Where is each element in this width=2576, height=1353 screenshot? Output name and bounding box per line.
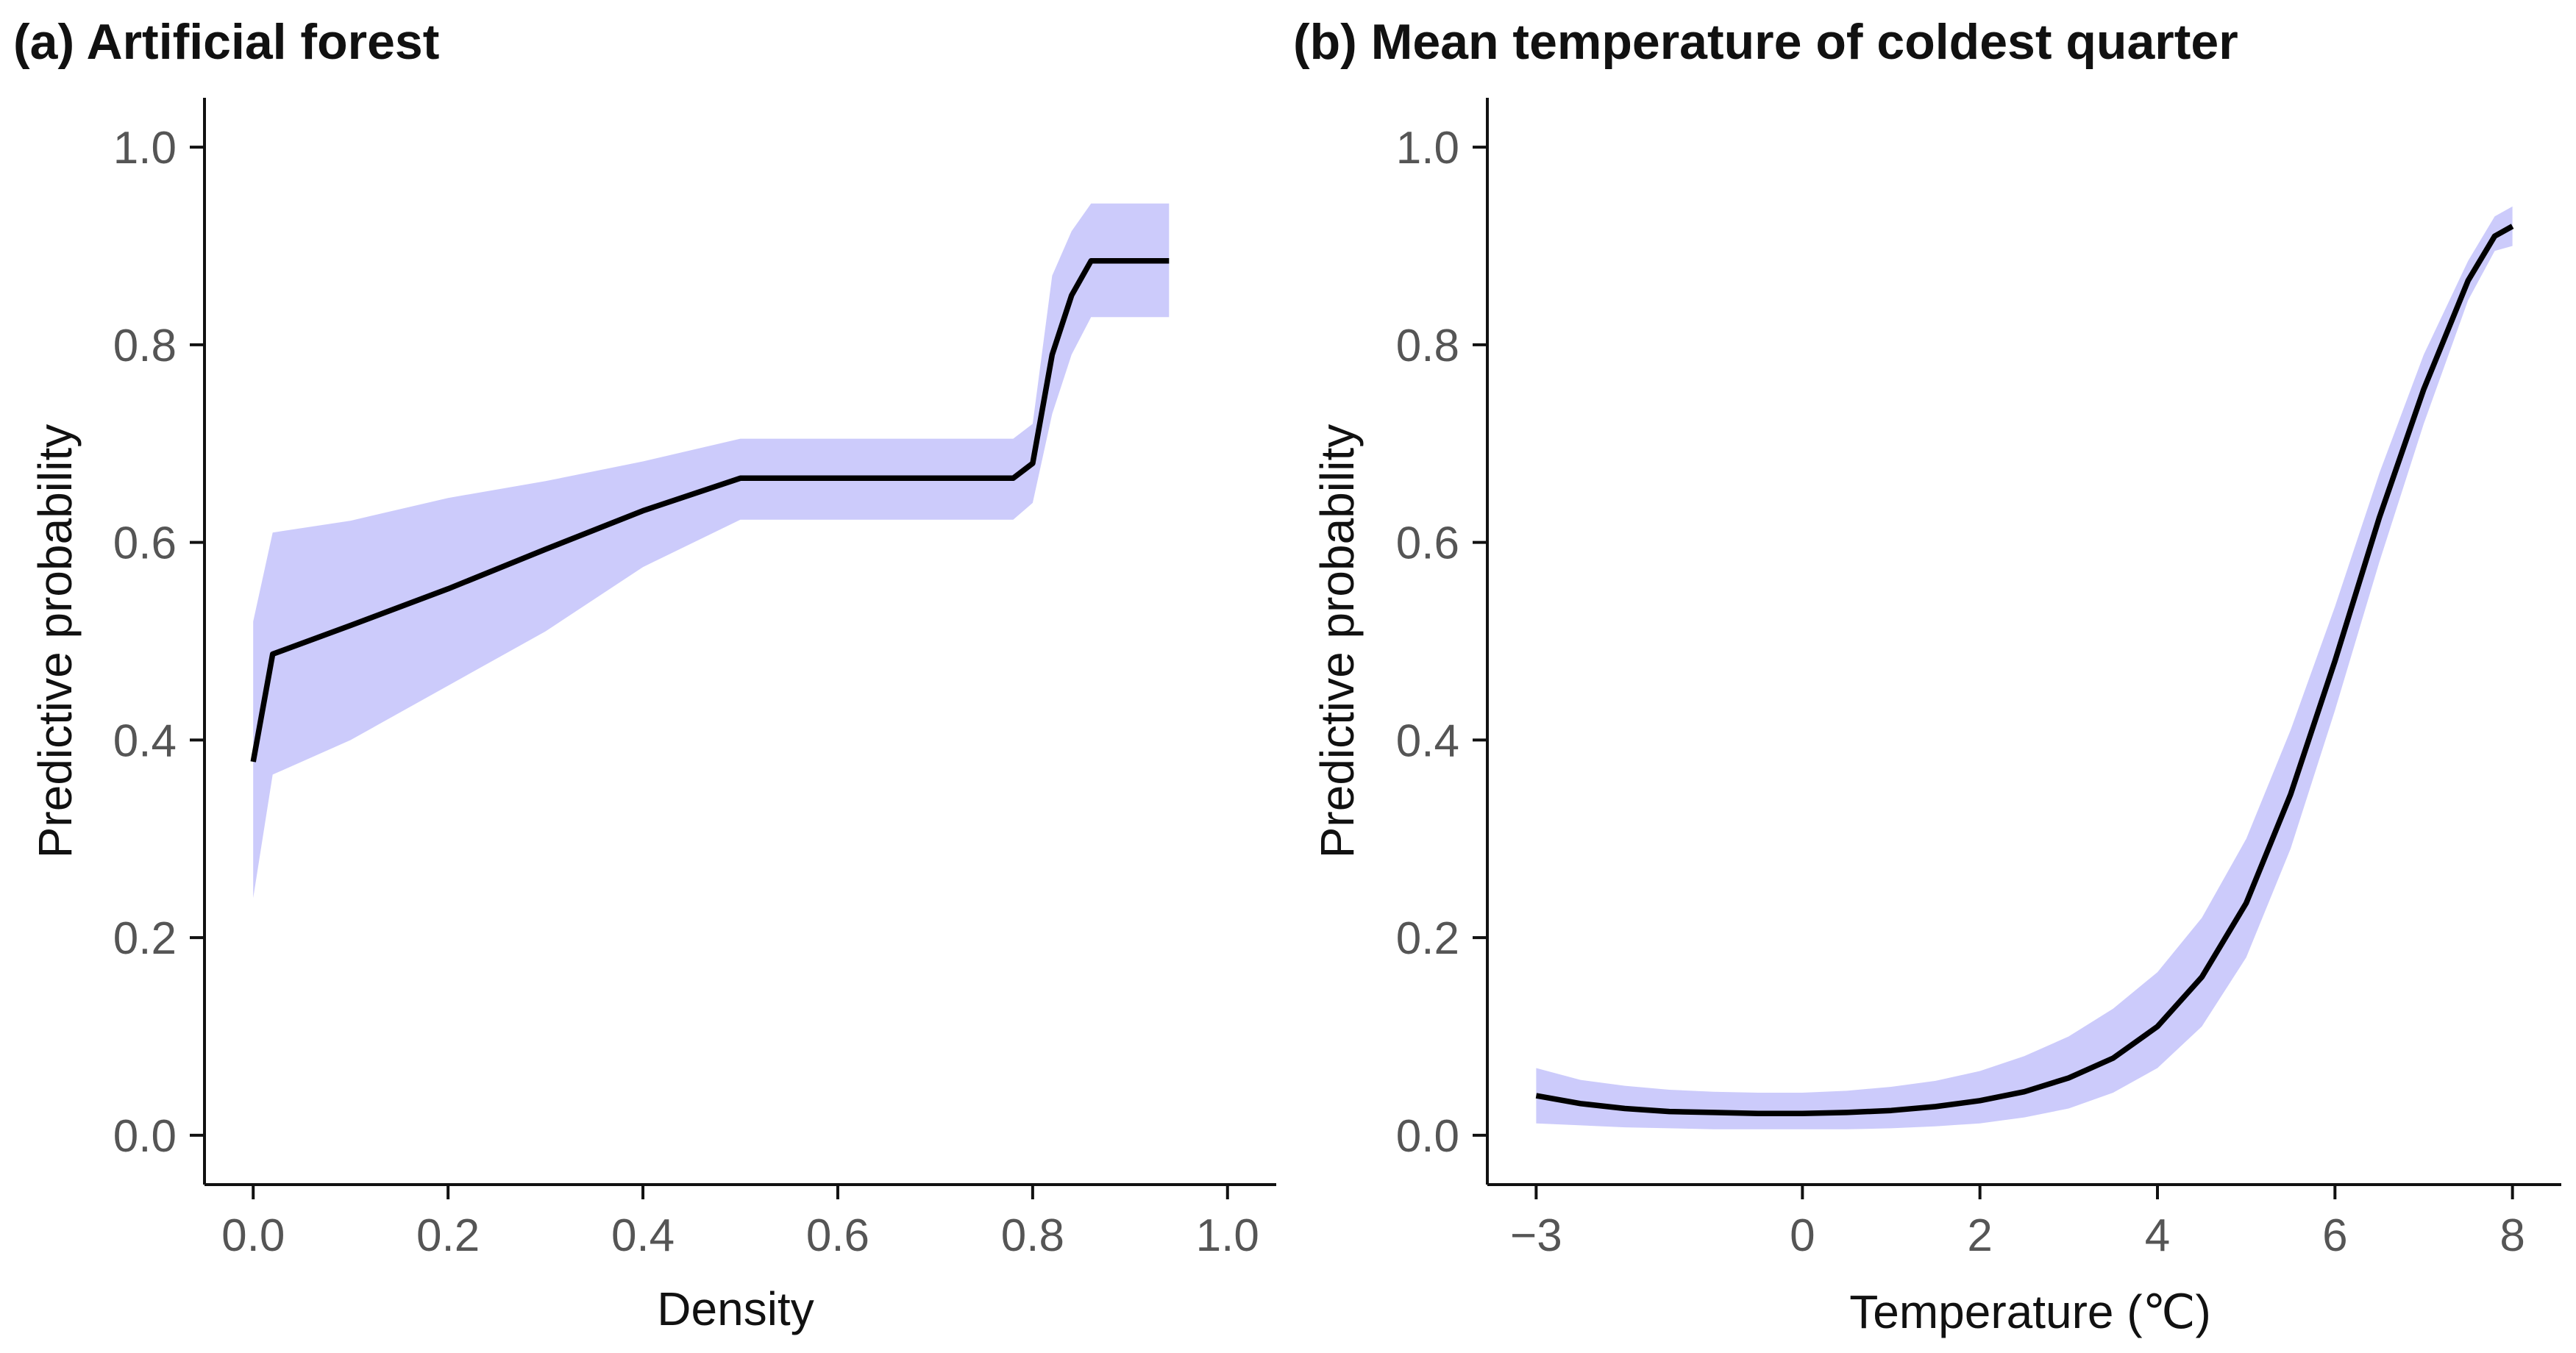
panel-b-y-tick-label: 0.8 bbox=[1396, 321, 1459, 371]
panel-b-confidence-band bbox=[1536, 206, 2513, 1129]
panel-b-x-tick-label: 6 bbox=[2322, 1210, 2347, 1261]
panel-b: (b) Mean temperature of coldest quarter … bbox=[1293, 14, 2561, 1338]
panel-b-y-tick-label: 0.2 bbox=[1396, 913, 1459, 964]
panel-a-x-tick-label: 0.6 bbox=[806, 1210, 869, 1261]
panel-a-x-axis-label: Density bbox=[657, 1282, 814, 1335]
panel-a: (a) Artificial forest 0.0 0.2 0.4 0.6 0.8 1.0… bbox=[13, 14, 1276, 1335]
panel-a-confidence-band bbox=[253, 203, 1170, 899]
panel-a-y-tick-label: 0.6 bbox=[113, 518, 177, 569]
panel-b-y-tick-label: 0.6 bbox=[1396, 518, 1459, 569]
panel-a-x-tick-label: 0.2 bbox=[416, 1210, 480, 1261]
panel-b-title: (b) Mean temperature of coldest quarter bbox=[1293, 14, 2238, 70]
panel-a-y-tick-label: 0.4 bbox=[113, 715, 177, 766]
panel-a-y-axis-label: Predictive probability bbox=[29, 424, 82, 859]
panel-a-title: (a) Artificial forest bbox=[13, 14, 439, 70]
panel-a-x-tick-label: 0.0 bbox=[221, 1210, 285, 1261]
panel-b-y-tick-label: 1.0 bbox=[1396, 123, 1459, 174]
panel-b-x-tick-label: 2 bbox=[1967, 1210, 1992, 1261]
panel-a-y-tick-label: 0.2 bbox=[113, 913, 177, 964]
panel-b-y-tick-label: 0.4 bbox=[1396, 715, 1459, 766]
panel-a-y-tick-label: 0.8 bbox=[113, 321, 177, 371]
panel-b-x-tick-label: 8 bbox=[2499, 1210, 2525, 1261]
panel-a-x-tick-label: 0.8 bbox=[1001, 1210, 1064, 1261]
panel-a-x-tick-label: 0.4 bbox=[611, 1210, 675, 1261]
panel-b-x-tick-label: 4 bbox=[2145, 1210, 2170, 1261]
panel-b-y-tick-label: 0.0 bbox=[1396, 1111, 1459, 1162]
panel-b-x-axis-label: Temperature (℃) bbox=[1849, 1285, 2211, 1338]
panel-a-y-tick-label: 1.0 bbox=[113, 123, 177, 174]
panel-b-x-tick-label: 0 bbox=[1790, 1210, 1815, 1261]
panel-b-fit-line bbox=[1535, 224, 2514, 1117]
panel-a-y-tick-label: 0.0 bbox=[113, 1111, 177, 1162]
panel-a-fit-line bbox=[250, 257, 1170, 763]
panel-b-x-tick-label: −3 bbox=[1510, 1210, 1562, 1261]
panel-b-y-axis-label: Predictive probability bbox=[1311, 424, 1364, 859]
panel-a-x-tick-label: 1.0 bbox=[1196, 1210, 1259, 1261]
